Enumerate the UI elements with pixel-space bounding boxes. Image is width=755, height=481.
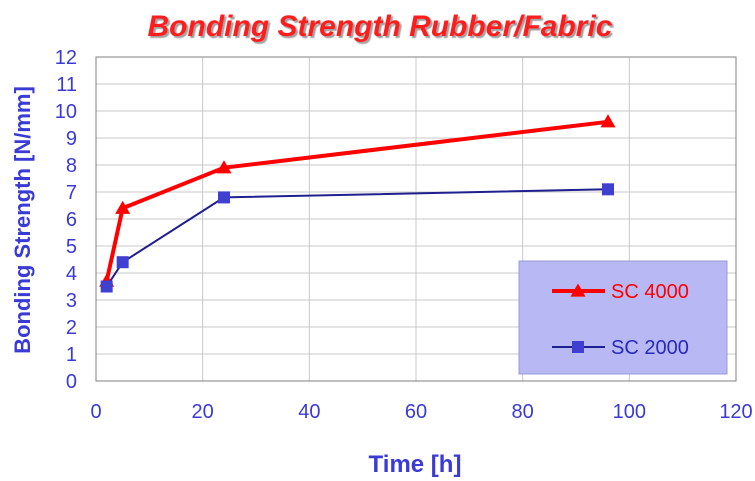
legend-label: SC 2000: [611, 337, 689, 359]
y-tick-label: 8: [66, 155, 77, 177]
y-tick-label: 10: [55, 101, 77, 123]
data-point: [218, 191, 230, 204]
x-tick-label: 80: [512, 401, 534, 423]
x-tick-label: 40: [298, 401, 320, 423]
y-tick-label: 1: [66, 344, 77, 366]
x-tick-label: 120: [719, 401, 752, 423]
x-tick-label: 100: [613, 401, 646, 423]
y-tick-label: 7: [66, 182, 77, 204]
chart-title: Bonding Strength Rubber/Fabric: [148, 10, 613, 43]
legend-box: [518, 260, 728, 375]
series-line: [104, 119, 609, 282]
x-tick-label: 0: [90, 401, 101, 423]
data-point: [116, 256, 129, 269]
y-tick-label: 4: [66, 263, 77, 285]
y-tick-label: 3: [66, 290, 77, 312]
x-tick-labels: 0 20 40 60 80 100 120: [90, 401, 752, 423]
plot-area: [95, 56, 737, 382]
plot-border: [95, 56, 737, 382]
legend: SC 4000 SC 2000: [518, 260, 728, 375]
y-tick-label: 9: [66, 128, 77, 150]
x-axis-label: Time [h]: [369, 451, 462, 478]
x-tick-label: 20: [192, 401, 214, 423]
grid-lines: [96, 57, 736, 381]
legend-swatch-marker: [572, 341, 584, 353]
series-layer: [99, 114, 616, 293]
x-tick-label: 60: [405, 401, 427, 423]
y-tick-label: 6: [66, 209, 77, 231]
data-point: [100, 280, 113, 293]
series-sc-2000: [100, 183, 614, 293]
y-tick-label: 2: [66, 317, 77, 339]
y-axis-label: Bonding Strength [N/mm]: [10, 86, 35, 354]
legend-items: SC 4000 SC 2000: [552, 281, 689, 359]
y-tick-label: 0: [66, 371, 77, 393]
legend-label: SC 4000: [611, 281, 689, 303]
data-point: [600, 114, 616, 128]
y-tick-label: 11: [56, 74, 77, 96]
data-point: [602, 183, 614, 196]
data-point: [216, 160, 232, 174]
y-tick-label: 12: [55, 47, 77, 69]
series-line: [105, 188, 609, 288]
data-point: [115, 200, 131, 214]
legend-swatch-marker: [570, 283, 586, 297]
y-tick-label: 5: [66, 236, 77, 258]
